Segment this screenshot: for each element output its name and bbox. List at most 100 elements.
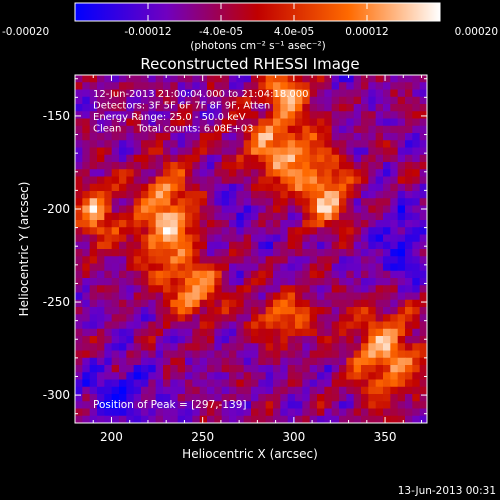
heatmap-cell <box>141 220 149 228</box>
heatmap-cell <box>185 357 193 366</box>
heatmap-cell <box>236 198 245 207</box>
heatmap-cell <box>155 125 164 134</box>
heatmap-cell <box>199 169 208 178</box>
heatmap-cell <box>185 140 193 149</box>
heatmap-cell <box>331 285 340 294</box>
heatmap-cell <box>82 96 91 105</box>
heatmap-cell <box>383 140 391 149</box>
heatmap-cell <box>170 256 179 265</box>
heatmap-cell <box>111 125 120 134</box>
heatmap-cell <box>324 220 333 228</box>
heatmap-cell <box>119 96 127 105</box>
heatmap-cell <box>309 386 318 395</box>
heatmap-cell <box>221 401 230 410</box>
heatmap-cell <box>339 292 347 301</box>
heatmap-cell <box>119 104 127 112</box>
heatmap-cell <box>236 415 245 423</box>
heatmap-cell <box>155 169 164 178</box>
heatmap-cell <box>119 118 127 127</box>
heatmap-cell <box>221 176 230 185</box>
heatmap-cell <box>317 96 325 105</box>
heatmap-cell <box>265 292 274 301</box>
heatmap-cell <box>104 372 113 381</box>
heatmap-cell <box>214 75 223 83</box>
heatmap-cell <box>368 111 377 120</box>
heatmap-cell <box>229 328 237 337</box>
heatmap-cell <box>405 104 413 112</box>
heatmap-cell <box>251 394 259 402</box>
heatmap-cell <box>141 336 149 344</box>
heatmap-cell <box>192 328 201 337</box>
heatmap-cell <box>390 401 399 410</box>
heatmap-cell <box>375 82 384 91</box>
heatmap-cell <box>405 401 413 410</box>
heatmap-cell <box>82 154 91 163</box>
heatmap-cell <box>97 365 105 373</box>
heatmap-cell <box>243 379 252 388</box>
heatmap-cell <box>287 198 296 207</box>
heatmap-cell <box>280 140 289 149</box>
heatmap-cell <box>155 111 164 120</box>
heatmap-cell <box>258 249 267 257</box>
heatmap-cell <box>368 379 377 388</box>
heatmap-cell <box>148 379 157 388</box>
heatmap-cell <box>302 191 311 199</box>
heatmap-cell <box>243 256 252 265</box>
heatmap-cell <box>368 176 377 185</box>
heatmap-cell <box>405 169 413 178</box>
heatmap-cell <box>104 394 113 402</box>
heatmap-cell <box>148 365 157 373</box>
heatmap-cell <box>419 234 427 243</box>
heatmap-cell <box>141 154 149 163</box>
heatmap-cell <box>361 205 369 214</box>
heatmap-cell <box>82 125 91 134</box>
heatmap-cell <box>280 96 289 105</box>
heatmap-cell <box>163 386 171 395</box>
heatmap-cell <box>141 133 149 141</box>
heatmap-cell <box>82 357 91 366</box>
heatmap-cell <box>390 285 399 294</box>
heatmap-cell <box>97 408 105 417</box>
heatmap-cell <box>214 408 223 417</box>
heatmap-cell <box>148 125 157 134</box>
heatmap-cell <box>133 169 142 178</box>
heatmap-cell <box>361 372 369 381</box>
heatmap-cell <box>390 154 399 163</box>
heatmap-cell <box>75 365 83 373</box>
heatmap-cell <box>207 321 215 330</box>
heatmap-cell <box>287 263 296 272</box>
heatmap-cell <box>295 350 303 359</box>
heatmap-cell <box>185 183 193 192</box>
heatmap-cell <box>89 299 98 308</box>
heatmap-cell <box>243 350 252 359</box>
heatmap-cell <box>229 104 237 112</box>
heatmap-cell <box>221 198 230 207</box>
heatmap-cell <box>126 205 135 214</box>
heatmap-cell <box>390 343 399 352</box>
heatmap-cell <box>148 357 157 366</box>
heatmap-cell <box>221 285 230 294</box>
heatmap-cell <box>163 118 171 127</box>
heatmap-cell <box>170 336 179 344</box>
heatmap-cell <box>383 249 391 257</box>
heatmap-cell <box>324 234 333 243</box>
heatmap-cell <box>207 292 215 301</box>
heatmap-cell <box>192 372 201 381</box>
heatmap-cell <box>273 299 281 308</box>
heatmap-cell <box>207 343 215 352</box>
heatmap-cell <box>126 125 135 134</box>
heatmap-cell <box>199 379 208 388</box>
heatmap-cell <box>375 314 384 323</box>
heatmap-cell <box>155 379 164 388</box>
heatmap-cell <box>309 169 318 178</box>
heatmap-cell <box>265 394 274 402</box>
heatmap-cell <box>82 270 91 279</box>
heatmap-cell <box>273 270 281 279</box>
heatmap-cell <box>405 278 413 286</box>
heatmap-cell <box>163 415 171 423</box>
heatmap-cell <box>148 82 157 91</box>
heatmap-cell <box>119 205 127 214</box>
heatmap-cell <box>405 198 413 207</box>
heatmap-cell <box>177 227 186 236</box>
heatmap-cell <box>75 256 83 265</box>
